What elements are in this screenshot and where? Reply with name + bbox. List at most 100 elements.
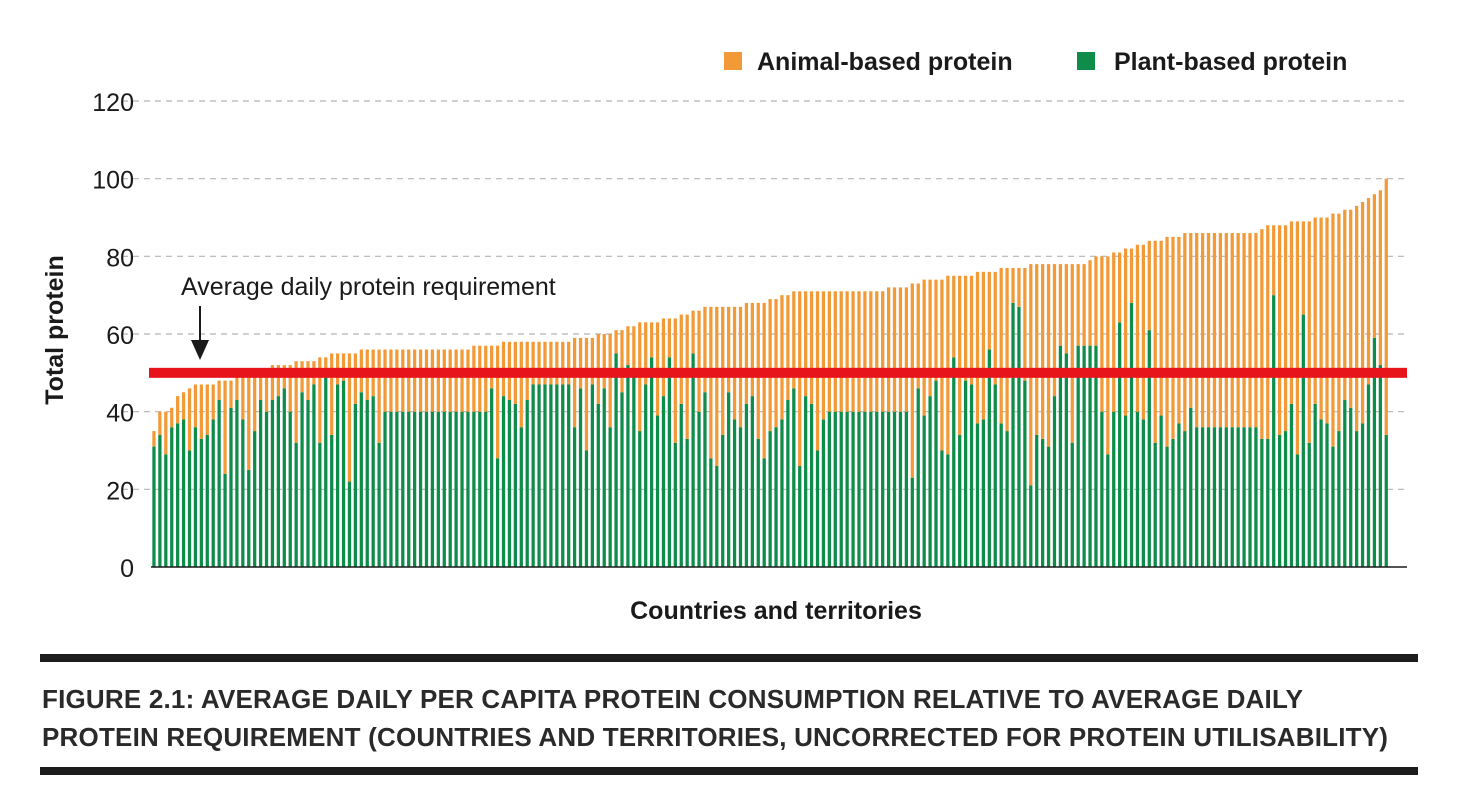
bar-plant <box>584 450 589 567</box>
bar-plant <box>1052 396 1057 567</box>
bar-plant <box>661 396 666 567</box>
bar-animal <box>667 318 672 358</box>
bar-plant <box>1153 442 1157 567</box>
bar-animal <box>958 275 962 435</box>
bar-animal <box>738 306 743 428</box>
bar-animal <box>940 279 944 451</box>
bar-animal <box>1360 201 1365 424</box>
bar-plant <box>335 384 340 567</box>
bar-plant <box>543 384 547 567</box>
bar-animal <box>1094 256 1098 346</box>
bar-plant <box>1046 446 1051 567</box>
bar-plant <box>1189 407 1193 567</box>
bar-animal <box>1349 209 1353 408</box>
bar-plant <box>1035 434 1039 567</box>
bar-animal <box>442 349 446 412</box>
bar-plant <box>389 411 393 567</box>
bar-animal <box>1283 225 1288 432</box>
bar-animal <box>1200 233 1205 428</box>
bar-animal <box>1123 248 1128 416</box>
bar-plant <box>407 411 411 567</box>
bar-plant <box>1129 302 1134 567</box>
bar-animal <box>1307 221 1311 443</box>
bar-animal <box>389 349 393 412</box>
bar-animal <box>490 345 494 389</box>
bar-plant <box>809 403 814 567</box>
caption-bottom-rule <box>40 767 1418 775</box>
bar-animal <box>519 341 523 428</box>
protein-chart: 0 20 40 60 80 100 120 Average daily protein re… <box>41 48 1407 625</box>
bar-animal <box>561 341 565 385</box>
bar-plant <box>401 411 405 567</box>
y-axis-label: Total protein <box>41 255 69 405</box>
bar-animal <box>1242 233 1246 428</box>
bar-plant <box>620 392 624 567</box>
bar-animal <box>851 291 855 412</box>
bar-animal <box>1135 244 1140 412</box>
bar-animal <box>478 345 482 412</box>
legend-swatch-plant <box>1077 52 1095 70</box>
bar-plant <box>490 388 494 567</box>
bar-plant <box>756 438 760 567</box>
bar-plant <box>1283 431 1288 567</box>
bar-plant <box>217 400 221 567</box>
bar-animal <box>1372 194 1377 338</box>
bar-animal <box>963 275 968 381</box>
bar-animal <box>460 349 464 412</box>
bar-animal <box>241 376 245 420</box>
bar-plant <box>418 411 423 567</box>
bar-animal <box>916 283 920 389</box>
bar-animal <box>1230 233 1234 428</box>
bar-plant <box>1171 438 1175 567</box>
reference-line-label: Average daily protein requirement <box>181 273 556 301</box>
bar-animal <box>614 330 618 354</box>
bar-animal <box>1005 267 1009 432</box>
bar-plant <box>1017 306 1021 567</box>
bar-plant <box>247 469 251 567</box>
bar-plant <box>839 411 843 567</box>
y-tick-label: 80 <box>106 244 134 272</box>
bar-animal <box>1260 229 1264 439</box>
bar-animal <box>1236 233 1240 428</box>
bar-plant <box>187 450 192 567</box>
bar-plant <box>430 411 435 567</box>
bar-plant <box>987 349 991 567</box>
bar-plant <box>1005 431 1009 567</box>
bar-plant <box>1372 337 1377 567</box>
bar-animal <box>1076 264 1080 346</box>
bar-plant <box>330 434 334 567</box>
bar-plant <box>946 454 950 567</box>
bar-animal <box>981 271 986 420</box>
bar-animal <box>152 431 156 447</box>
bar-animal <box>448 349 452 412</box>
bar-plant <box>1360 423 1365 567</box>
bar-animal <box>430 349 435 412</box>
bar-plant <box>413 411 417 567</box>
bar-plant <box>436 411 440 567</box>
bar-animal <box>1011 267 1015 303</box>
bar-plant <box>898 411 903 567</box>
bar-plant <box>1070 442 1074 567</box>
bar-plant <box>750 396 754 567</box>
bar-plant <box>1277 434 1282 567</box>
bar-animal <box>158 411 162 435</box>
bar-animal <box>1106 256 1110 455</box>
bar-plant <box>1064 353 1068 567</box>
bar-plant <box>596 403 600 567</box>
bar-animal <box>1277 225 1282 435</box>
bar-plant <box>679 403 683 567</box>
bar-animal <box>306 361 310 401</box>
bar-plant <box>667 357 672 567</box>
bar-animal <box>347 353 352 482</box>
bar-plant <box>602 388 606 567</box>
bar-animal <box>881 291 885 412</box>
bar-animal <box>792 291 796 389</box>
bar-plant <box>223 473 227 567</box>
bar-plant <box>578 388 583 567</box>
bar-animal <box>762 302 766 459</box>
legend-label-animal: Animal-based protein <box>757 48 1013 76</box>
bar-plant <box>294 442 298 567</box>
bar-animal <box>555 341 559 385</box>
bar-plant <box>614 353 618 567</box>
bar-plant <box>928 396 932 567</box>
